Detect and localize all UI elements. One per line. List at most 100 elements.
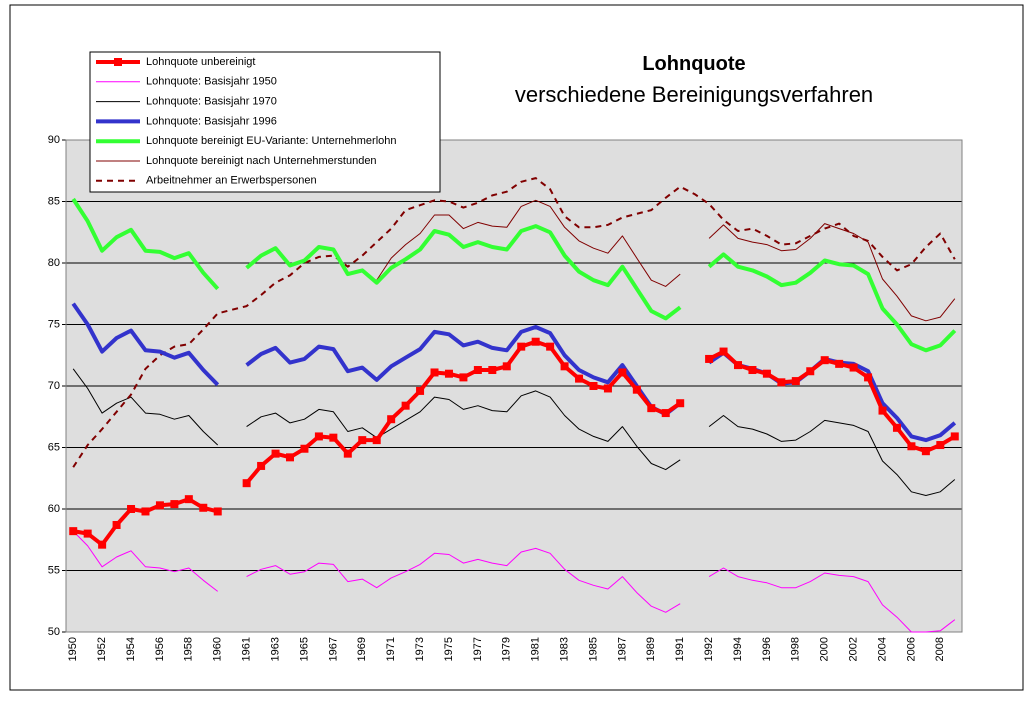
series-marker <box>473 366 482 375</box>
x-tick-label: 1965 <box>298 637 310 661</box>
series-marker <box>892 423 901 432</box>
series-marker <box>112 520 121 529</box>
x-tick-label: 2008 <box>934 637 946 661</box>
series-marker <box>170 500 179 509</box>
x-tick-label: 1958 <box>183 637 195 661</box>
x-tick-label: 1975 <box>443 637 455 661</box>
series-marker <box>83 529 92 538</box>
series-marker <box>199 503 208 512</box>
series-marker <box>416 386 425 395</box>
legend-label: Lohnquote: Basisjahr 1950 <box>146 76 277 88</box>
legend-label: Lohnquote: Basisjahr 1970 <box>146 96 277 108</box>
series-marker <box>734 361 742 370</box>
series-line <box>376 199 956 322</box>
series-marker <box>257 461 266 470</box>
x-tick-label: 1983 <box>558 637 570 661</box>
series-marker <box>387 415 396 424</box>
series-marker <box>141 507 150 516</box>
series-marker <box>242 479 251 488</box>
series-marker <box>907 442 916 451</box>
x-tick-label: 1954 <box>125 637 137 661</box>
series-marker <box>531 337 540 346</box>
y-tick-label: 80 <box>48 257 60 269</box>
series-marker <box>314 432 323 441</box>
x-tick-label: 1960 <box>212 637 224 661</box>
x-tick-label: 1992 <box>703 637 715 661</box>
series-marker <box>777 378 786 387</box>
chart-subtitle: verschiedene Bereinigungsverfahren <box>515 82 873 107</box>
series-marker <box>835 359 844 368</box>
series-line <box>72 177 956 468</box>
legend-box <box>89 51 441 193</box>
series-marker <box>517 342 526 351</box>
x-tick-label: 1985 <box>587 637 599 661</box>
x-tick-label: 1994 <box>732 637 744 661</box>
series-marker <box>864 373 873 382</box>
series-marker <box>546 342 555 351</box>
series-marker <box>213 507 222 516</box>
series-line <box>72 530 956 633</box>
y-tick-label: 85 <box>48 195 60 207</box>
series-marker <box>286 453 294 462</box>
x-tick-label: 1969 <box>356 637 368 661</box>
series-marker <box>502 362 511 371</box>
x-tick-label: 1963 <box>269 637 281 661</box>
series-marker <box>184 495 193 504</box>
chart-title: Lohnquote <box>642 53 745 75</box>
series-marker <box>329 433 338 442</box>
series-marker <box>69 527 78 536</box>
series-marker <box>372 436 381 445</box>
series-marker <box>791 377 800 386</box>
legend-marker <box>114 58 122 66</box>
series-marker <box>155 501 164 510</box>
x-tick-label: 2006 <box>905 637 917 661</box>
y-tick-label: 65 <box>48 441 60 453</box>
x-tick-label: 1987 <box>616 637 628 661</box>
plot-area: 50 55 60 65 70 75 80 85 90 1950 1952 1954 1956 1958 19… <box>48 134 963 661</box>
series-marker <box>719 347 728 356</box>
legend-label: Lohnquote bereinigt EU-Variante: Unterne… <box>146 135 397 147</box>
series-marker <box>820 356 829 365</box>
y-tick-label: 70 <box>48 380 60 392</box>
x-tick-label: 1956 <box>154 637 166 661</box>
series-marker <box>632 385 641 394</box>
series-marker <box>921 447 930 456</box>
series-marker <box>762 369 771 378</box>
series-marker <box>676 399 685 408</box>
x-tick-label: 1996 <box>761 637 773 661</box>
series-marker <box>560 362 569 371</box>
series-marker <box>430 368 439 377</box>
series-marker <box>271 449 280 458</box>
y-tick-label: 50 <box>48 626 60 638</box>
series-marker <box>647 404 656 413</box>
series-marker <box>575 374 584 383</box>
series-marker <box>300 444 309 453</box>
y-tick-label: 75 <box>48 318 60 330</box>
series-marker <box>589 382 598 390</box>
series-marker <box>950 432 959 441</box>
series-marker <box>705 354 714 363</box>
plot-border <box>65 139 963 633</box>
series-line <box>71 197 957 353</box>
series-marker <box>444 369 453 378</box>
x-tick-label: 1971 <box>385 637 397 661</box>
series-marker <box>127 505 136 513</box>
series-marker <box>459 373 468 382</box>
series-marker <box>401 401 410 410</box>
series-marker <box>806 367 815 376</box>
legend-label: Arbeitnehmer an Erwerbspersonen <box>146 175 317 187</box>
legend-label: Lohnquote bereinigt nach Unternehmerstun… <box>146 155 377 167</box>
y-tick-label: 90 <box>48 134 60 146</box>
x-tick-label: 2000 <box>819 637 831 661</box>
x-tick-label: 1952 <box>96 637 108 661</box>
series-marker <box>936 441 945 450</box>
x-tick-label: 1967 <box>327 637 339 661</box>
series-marker <box>343 449 352 458</box>
series-marker <box>98 540 107 549</box>
series-marker <box>878 406 887 415</box>
series-marker <box>661 409 670 418</box>
x-tick-label: 1961 <box>241 637 253 661</box>
series-marker <box>358 436 367 445</box>
y-tick-label: 60 <box>48 503 60 515</box>
